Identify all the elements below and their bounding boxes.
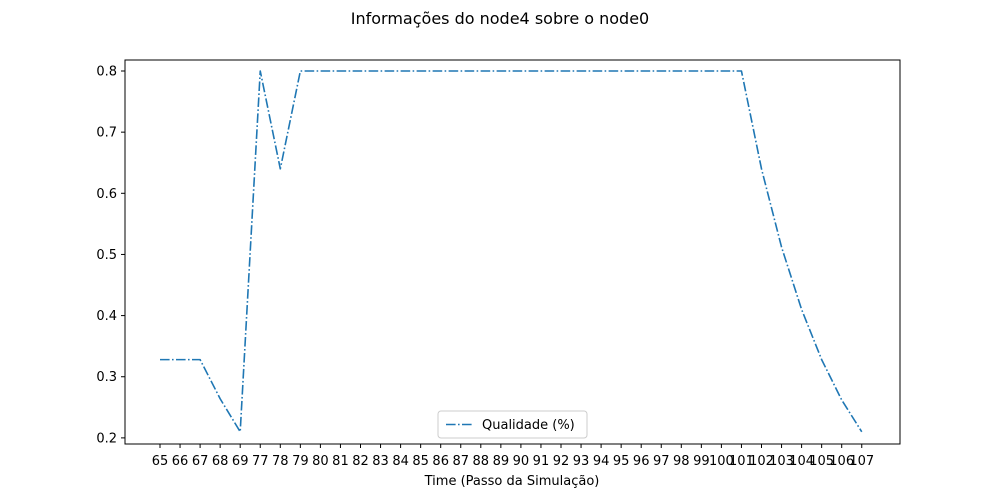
x-tick-label: 96 <box>633 454 650 469</box>
x-tick-label: 93 <box>573 454 590 469</box>
x-tick-label: 90 <box>513 454 530 469</box>
x-tick-label: 101 <box>729 454 754 469</box>
x-tick-label: 68 <box>212 454 229 469</box>
series-line <box>160 70 863 433</box>
x-tick-label: 103 <box>769 454 794 469</box>
legend-entry-label: Qualidade (%) <box>482 418 575 433</box>
x-tick-label: 82 <box>352 454 369 469</box>
y-tick-label: 0.7 <box>96 126 117 141</box>
x-tick-label: 98 <box>673 454 690 469</box>
x-tick-label: 100 <box>709 454 734 469</box>
legend-box <box>437 410 588 439</box>
y-tick-label: 0.4 <box>96 309 117 324</box>
series-layer <box>160 70 863 433</box>
x-tick-label: 92 <box>553 454 570 469</box>
x-tick-label: 87 <box>452 454 469 469</box>
x-tick-label: 99 <box>693 454 710 469</box>
y-tick-label: 0.2 <box>96 431 117 446</box>
x-tick-label: 78 <box>272 454 289 469</box>
plot-area <box>124 59 901 445</box>
x-tick-label: 105 <box>809 454 834 469</box>
x-tick-label: 66 <box>172 454 189 469</box>
x-axis: 65 66 67 68 69 77 78 79 80 81 82 83 84 85 86 87 88 89 90 91… <box>152 444 874 469</box>
y-tick-label: 0.5 <box>96 248 117 263</box>
x-tick-label: 69 <box>232 454 249 469</box>
axes-frame <box>124 59 901 445</box>
x-tick-label: 65 <box>152 454 169 469</box>
y-tick-label: 0.8 <box>96 65 117 80</box>
chart-title: Informações do node4 sobre o node0 <box>351 9 649 28</box>
x-tick-label: 85 <box>412 454 429 469</box>
x-axis-label: Time (Passo da Simulação) <box>424 474 600 489</box>
y-tick-label: 0.6 <box>96 187 117 202</box>
x-tick-label: 83 <box>372 454 389 469</box>
y-axis: 0.2 0.3 0.4 0.5 0.6 0.7 0.8 <box>96 65 125 446</box>
x-tick-label: 104 <box>789 454 814 469</box>
x-tick-label: 79 <box>292 454 309 469</box>
x-tick-label: 84 <box>392 454 409 469</box>
legend: Qualidade (%) <box>437 410 588 439</box>
x-tick-label: 102 <box>749 454 774 469</box>
x-tick-label: 107 <box>849 454 874 469</box>
x-tick-label: 67 <box>192 454 209 469</box>
x-tick-label: 88 <box>473 454 490 469</box>
x-tick-label: 77 <box>252 454 269 469</box>
x-tick-label: 80 <box>312 454 329 469</box>
x-tick-label: 97 <box>653 454 670 469</box>
x-tick-label: 86 <box>432 454 449 469</box>
x-tick-label: 106 <box>829 454 854 469</box>
x-tick-label: 94 <box>593 454 610 469</box>
x-tick-label: 95 <box>613 454 630 469</box>
x-tick-label: 89 <box>493 454 510 469</box>
x-tick-label: 91 <box>533 454 550 469</box>
x-tick-label: 81 <box>332 454 349 469</box>
y-tick-label: 0.3 <box>96 370 117 385</box>
